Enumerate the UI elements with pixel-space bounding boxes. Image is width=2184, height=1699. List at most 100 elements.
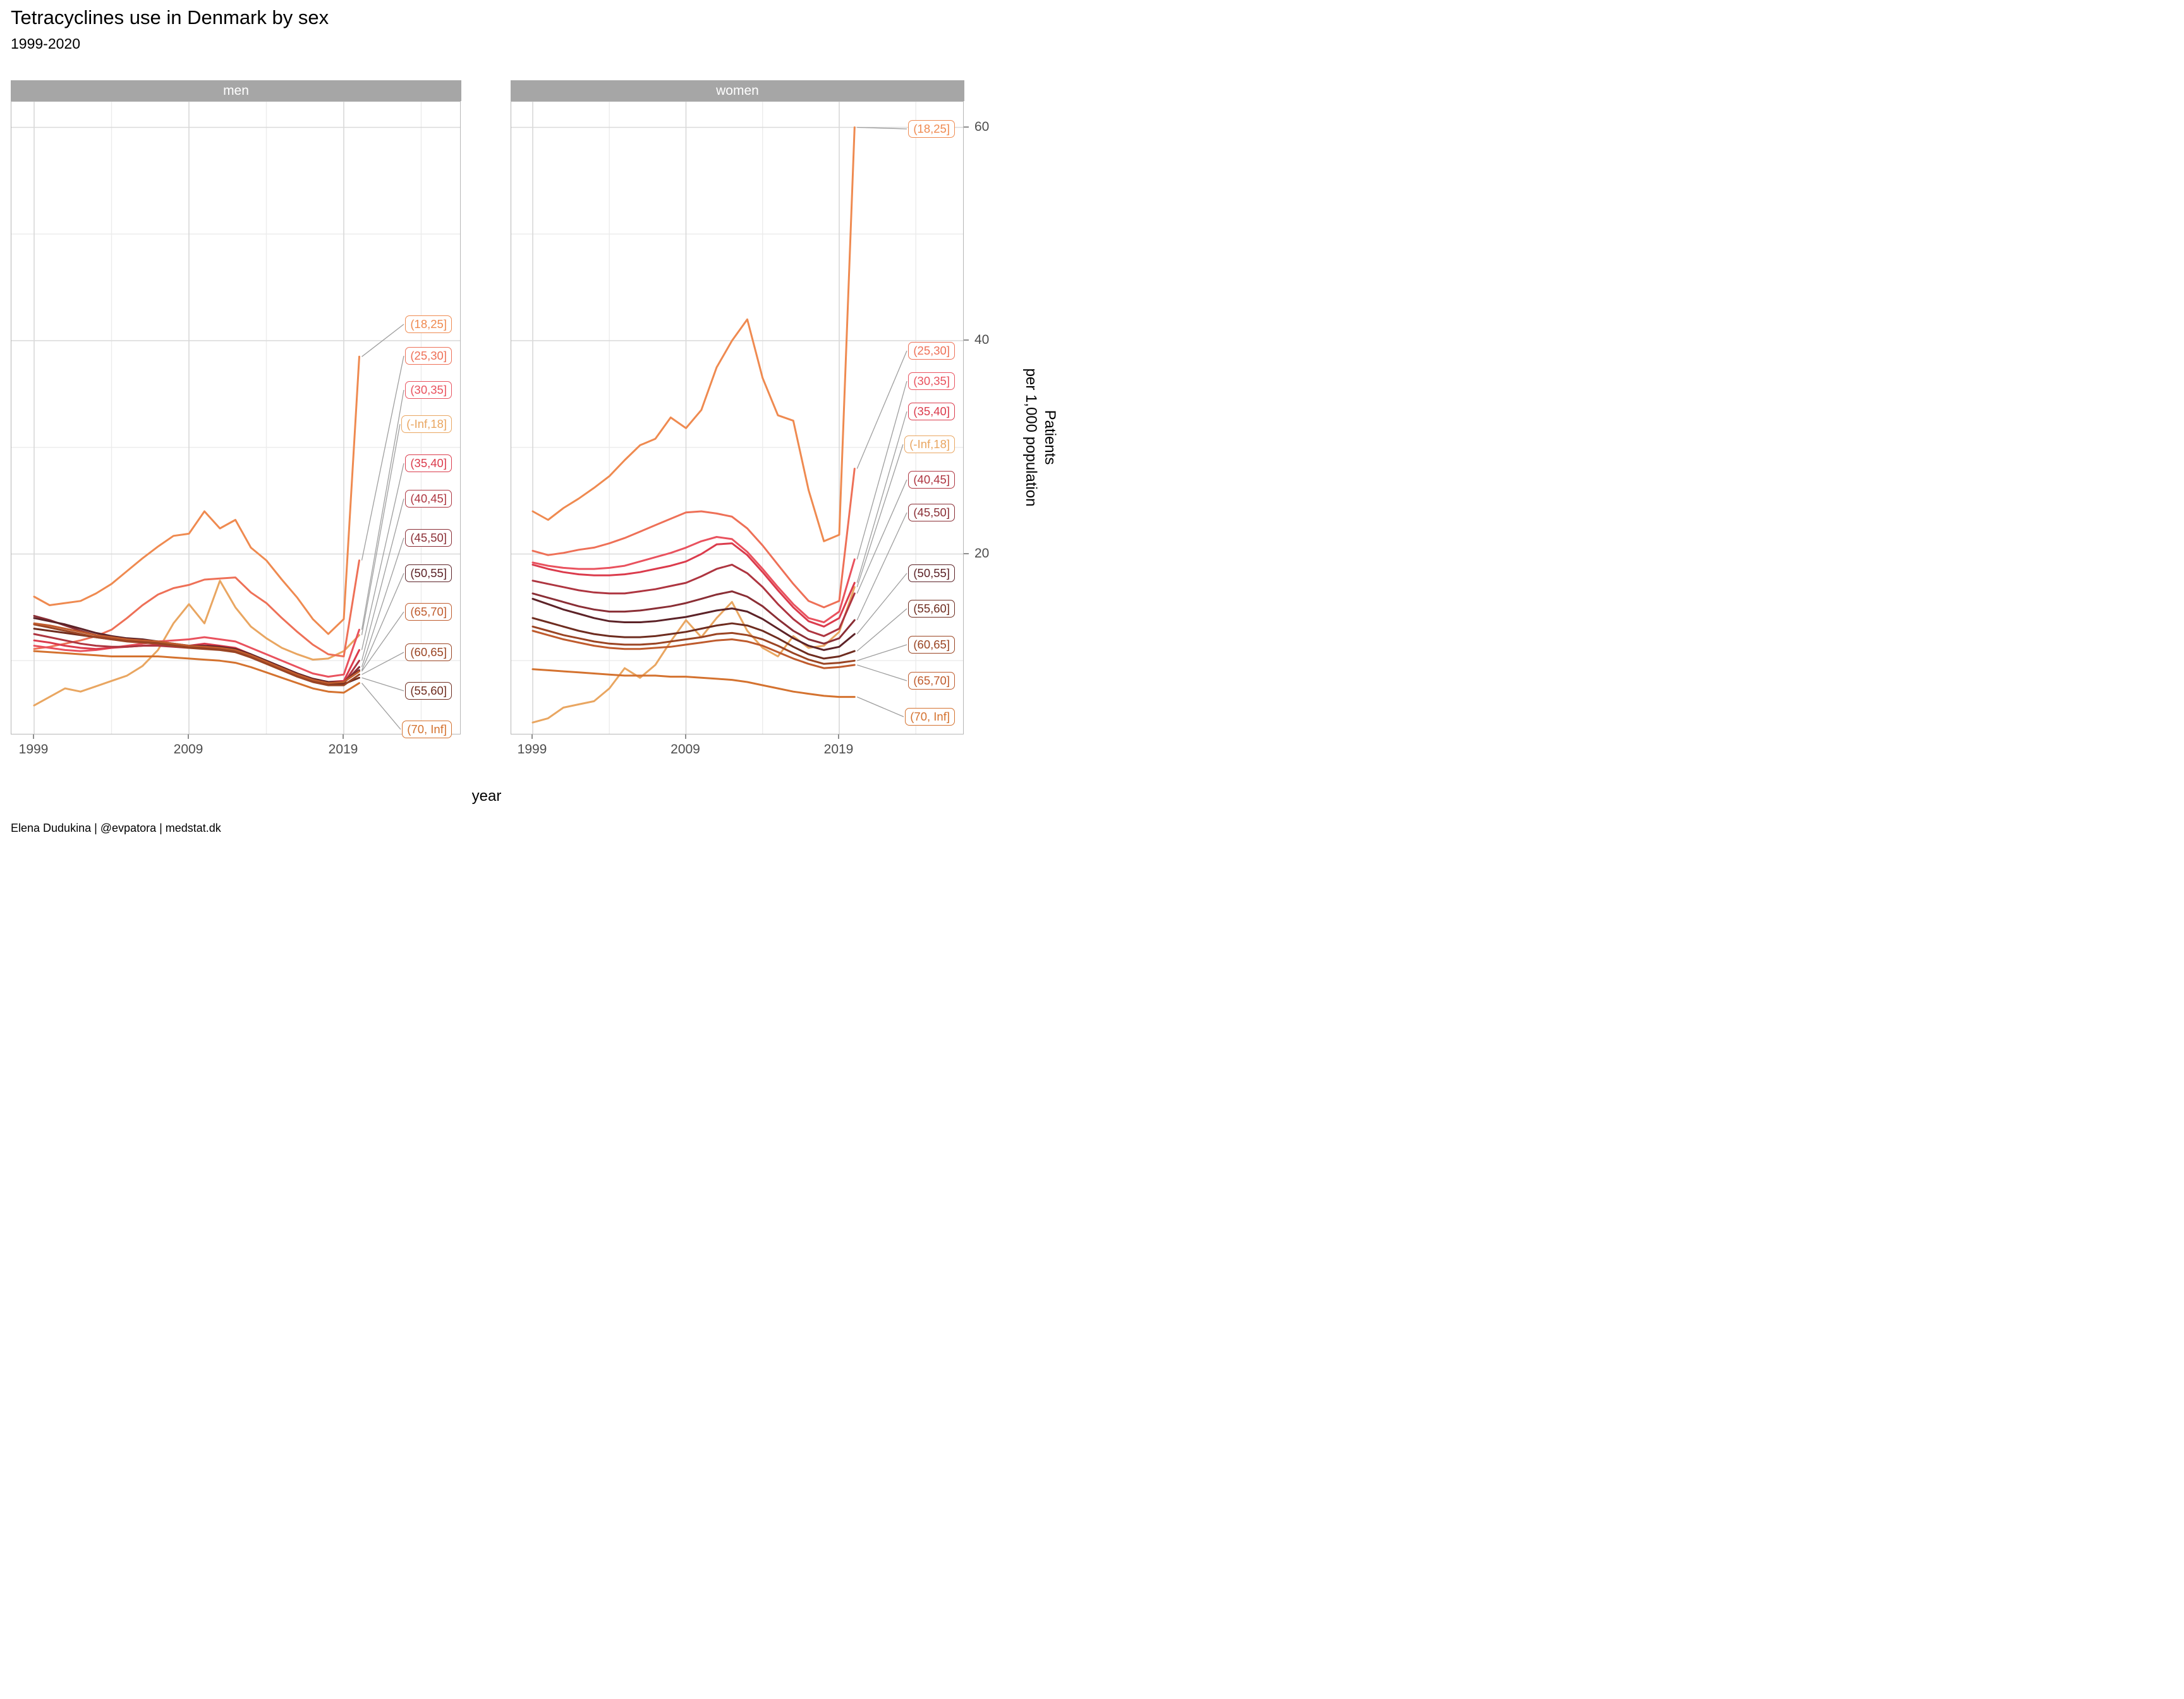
- x-tick-label-women-2009: 2009: [670, 742, 700, 757]
- label-leader: [856, 479, 907, 594]
- label-leader: [361, 389, 404, 630]
- facet-strip-men-label: men: [223, 83, 249, 98]
- series-label-women--25-30-: (25,30]: [908, 342, 955, 360]
- series-label-women--50-55-: (50,55]: [908, 564, 955, 582]
- series-label-men--40-45-: (40,45]: [405, 490, 452, 508]
- label-leader: [856, 697, 904, 717]
- series-line-women--60-65-: [531, 625, 856, 665]
- chart-title: Tetracyclines use in Denmark by sex: [11, 6, 329, 28]
- y-tick-mark: [964, 552, 969, 554]
- label-leader: [361, 537, 404, 667]
- series-line-women--35-40-: [531, 542, 856, 628]
- x-tick-mark: [684, 734, 686, 739]
- panel-plot-men: [11, 102, 460, 734]
- series-line-women--55-60-: [531, 617, 856, 660]
- label-leader: [361, 355, 404, 561]
- label-leader: [361, 611, 404, 672]
- label-leader: [856, 411, 907, 583]
- x-tick-label-men-2019: 2019: [328, 742, 358, 757]
- series-label-women--55-60-: (55,60]: [908, 600, 955, 618]
- label-leader: [857, 644, 907, 661]
- series-label-men--25-30-: (25,30]: [405, 347, 452, 365]
- x-tick-label-women-2019: 2019: [823, 742, 854, 757]
- series-line-women--25-30-: [531, 468, 856, 609]
- series-label-women--70-Inf-: (70, Inf]: [905, 708, 955, 726]
- series-label-women--60-65-: (60,65]: [908, 636, 955, 654]
- label-leader: [856, 608, 907, 652]
- series-label-men--Inf-18-: (-Inf,18]: [401, 415, 452, 433]
- series-line-women--45-50-: [531, 590, 856, 645]
- series-line-women--40-45-: [531, 563, 856, 637]
- series-line-women--70-Inf-: [531, 668, 856, 698]
- series-line-men--55-60-: [33, 628, 360, 685]
- series-line-women--18-25-: [531, 126, 856, 542]
- label-leader: [361, 463, 404, 650]
- series-label-men--60-65-: (60,65]: [405, 643, 452, 661]
- series-label-men--70-Inf-: (70, Inf]: [402, 721, 452, 738]
- series-label-women--Inf-18-: (-Inf,18]: [904, 435, 955, 453]
- panel-women: (18,25] (25,30] (30,35] (35,40] (-Inf,18] (40…: [511, 101, 964, 734]
- series-label-women--35-40-: (35,40]: [908, 403, 955, 420]
- label-leader: [361, 683, 401, 730]
- series-label-women--45-50-: (45,50]: [908, 504, 955, 521]
- y-tick-mark: [964, 126, 969, 128]
- series-label-men--50-55-: (50,55]: [405, 564, 452, 582]
- series-label-men--35-40-: (35,40]: [405, 454, 452, 472]
- label-leader: [361, 652, 404, 675]
- series-line-women--30-35-: [531, 536, 856, 623]
- label-leader: [856, 350, 907, 469]
- series-label-men--18-25-: (18,25]: [405, 315, 452, 333]
- y-tick-label-20: 20: [974, 545, 990, 561]
- series-label-men--45-50-: (45,50]: [405, 529, 452, 547]
- label-leader: [857, 664, 907, 681]
- chart-canvas: Tetracyclines use in Denmark by sex 1999…: [0, 0, 1092, 849]
- panel-plot-women: [511, 102, 963, 734]
- series-line-men--30-35-: [33, 628, 360, 678]
- panel-men: (18,25] (25,30] (30,35] (-Inf,18] (35,40] (40…: [11, 101, 461, 738]
- facet-strip-women-label: women: [716, 83, 759, 98]
- label-leader: [361, 324, 404, 357]
- x-tick-mark: [838, 734, 839, 739]
- x-tick-mark: [343, 734, 344, 739]
- label-leader: [361, 573, 404, 671]
- label-leader: [856, 573, 907, 635]
- series-line-women--65-70-: [531, 630, 856, 669]
- series-line-men--60-65-: [33, 623, 360, 686]
- y-axis-title: Patients per 1,000 population: [1021, 368, 1059, 507]
- label-leader: [361, 498, 404, 661]
- y-tick-mark: [964, 339, 969, 341]
- series-label-women--40-45-: (40,45]: [908, 471, 955, 489]
- facet-strip-women: women: [511, 80, 964, 101]
- y-axis-title-line1: Patients: [1041, 410, 1059, 465]
- series-line-men--25-30-: [33, 559, 360, 657]
- label-leader: [856, 512, 907, 621]
- x-tick-mark: [531, 734, 533, 739]
- y-tick-label-60: 60: [974, 119, 990, 134]
- facet-strip-men: men: [11, 80, 461, 101]
- chart-subtitle: 1999-2020: [11, 35, 80, 52]
- label-leader: [361, 677, 404, 691]
- series-label-women--18-25-: (18,25]: [908, 120, 955, 138]
- series-line-men--65-70-: [33, 622, 360, 685]
- y-axis-title-line2: per 1,000 population: [1022, 368, 1040, 507]
- series-label-women--30-35-: (30,35]: [908, 372, 955, 390]
- label-leader: [856, 381, 907, 560]
- label-leader: [361, 423, 401, 635]
- series-label-women--65-70-: (65,70]: [908, 672, 955, 690]
- x-tick-label-men-1999: 1999: [18, 742, 49, 757]
- x-tick-mark: [33, 734, 34, 739]
- caption: Elena Dudukina | @evpatora | medstat.dk: [11, 822, 221, 834]
- label-leader: [856, 444, 904, 588]
- series-label-men--65-70-: (65,70]: [405, 603, 452, 621]
- x-tick-label-women-1999: 1999: [517, 742, 547, 757]
- x-tick-label-men-2009: 2009: [173, 742, 203, 757]
- x-tick-mark: [188, 734, 189, 739]
- series-line-men--18-25-: [33, 355, 360, 635]
- series-line-women--50-55-: [531, 597, 856, 651]
- series-label-men--30-35-: (30,35]: [405, 381, 452, 399]
- series-label-men--55-60-: (55,60]: [405, 682, 452, 700]
- y-tick-label-40: 40: [974, 332, 990, 347]
- label-leader: [857, 126, 907, 130]
- series-line-men--Inf-18-: [33, 580, 360, 707]
- series-line-men--70-Inf-: [33, 650, 360, 694]
